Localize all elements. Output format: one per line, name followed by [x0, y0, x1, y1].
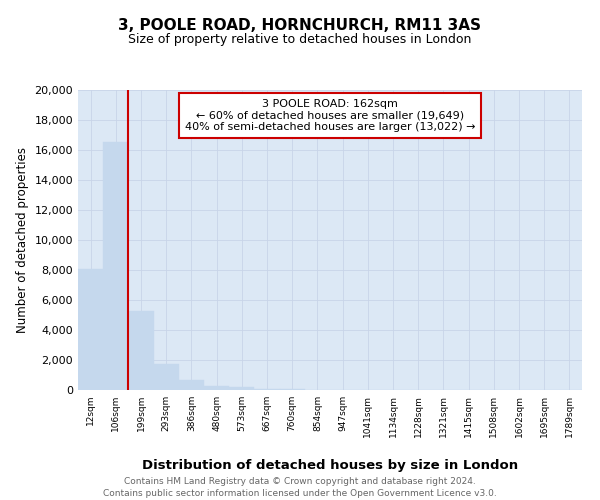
Text: Distribution of detached houses by size in London: Distribution of detached houses by size …	[142, 460, 518, 472]
Text: 3 POOLE ROAD: 162sqm
← 60% of detached houses are smaller (19,649)
40% of semi-d: 3 POOLE ROAD: 162sqm ← 60% of detached h…	[185, 99, 475, 132]
Bar	[204, 386, 229, 390]
Bar	[229, 388, 254, 390]
Text: Size of property relative to detached houses in London: Size of property relative to detached ho…	[128, 32, 472, 46]
Bar	[154, 364, 179, 390]
Bar	[103, 142, 128, 390]
Y-axis label: Number of detached properties: Number of detached properties	[16, 147, 29, 333]
Text: Contains HM Land Registry data © Crown copyright and database right 2024.: Contains HM Land Registry data © Crown c…	[124, 477, 476, 486]
Bar	[179, 380, 204, 390]
Bar	[280, 389, 305, 390]
Text: 3, POOLE ROAD, HORNCHURCH, RM11 3AS: 3, POOLE ROAD, HORNCHURCH, RM11 3AS	[119, 18, 482, 32]
Bar	[128, 310, 154, 390]
Bar	[254, 388, 280, 390]
Text: Contains public sector information licensed under the Open Government Licence v3: Contains public sector information licen…	[103, 488, 497, 498]
Bar	[78, 268, 103, 390]
